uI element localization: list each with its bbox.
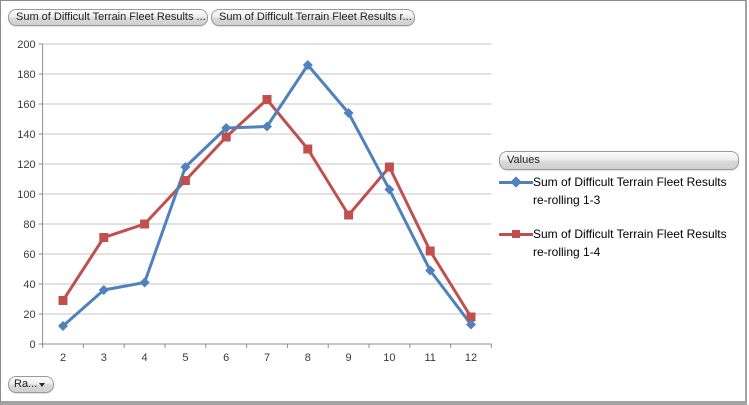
pivot-field-button-values-2[interactable]: Sum of Difficult Terrain Fleet Results r… bbox=[211, 9, 415, 26]
svg-text:3: 3 bbox=[101, 352, 107, 364]
series1-line-marker-swatch bbox=[499, 174, 533, 190]
svg-text:10: 10 bbox=[383, 352, 395, 364]
svg-text:2: 2 bbox=[60, 352, 66, 364]
legend-values-field-button[interactable]: Values bbox=[499, 151, 739, 170]
svg-text:60: 60 bbox=[23, 249, 35, 261]
series2-line-marker-swatch bbox=[499, 226, 533, 242]
square-marker-icon bbox=[512, 230, 520, 238]
svg-text:120: 120 bbox=[17, 159, 35, 171]
chevron-down-icon bbox=[39, 382, 46, 387]
diamond-marker-icon bbox=[510, 176, 522, 188]
svg-text:5: 5 bbox=[182, 352, 188, 364]
svg-text:80: 80 bbox=[23, 219, 35, 231]
svg-text:100: 100 bbox=[17, 189, 35, 201]
svg-text:200: 200 bbox=[17, 39, 35, 51]
svg-text:160: 160 bbox=[17, 99, 35, 111]
svg-text:12: 12 bbox=[465, 352, 477, 364]
svg-text:6: 6 bbox=[223, 352, 229, 364]
filter-funnel-icon bbox=[47, 384, 48, 385]
legend-label-series2: Sum of Difficult Terrain Fleet Results r… bbox=[533, 227, 727, 259]
svg-text:4: 4 bbox=[142, 352, 148, 364]
axis-field-filter-button[interactable]: Ra... bbox=[8, 376, 54, 393]
chart-legend: Sum of Difficult Terrain Fleet Results r… bbox=[499, 173, 745, 267]
pivot-field-button-values-1[interactable]: Sum of Difficult Terrain Fleet Results .… bbox=[8, 9, 208, 26]
svg-text:140: 140 bbox=[17, 129, 35, 141]
axis-field-label: Ra... bbox=[14, 378, 38, 390]
svg-text:7: 7 bbox=[264, 352, 270, 364]
svg-text:40: 40 bbox=[23, 279, 35, 291]
svg-text:8: 8 bbox=[305, 352, 311, 364]
svg-text:9: 9 bbox=[346, 352, 352, 364]
svg-text:0: 0 bbox=[29, 339, 35, 351]
legend-entry-series2: Sum of Difficult Terrain Fleet Results r… bbox=[499, 225, 745, 261]
svg-text:180: 180 bbox=[17, 69, 35, 81]
legend-label-series1: Sum of Difficult Terrain Fleet Results r… bbox=[533, 175, 727, 207]
legend-entry-series1: Sum of Difficult Terrain Fleet Results r… bbox=[499, 173, 745, 209]
svg-text:20: 20 bbox=[23, 309, 35, 321]
svg-text:11: 11 bbox=[424, 352, 435, 364]
line-chart-plot-area: 0 20 40 60 80 100 120 140 160 180 200 2 3 4 5 6 7 8 9 10 11 1… bbox=[17, 39, 492, 364]
